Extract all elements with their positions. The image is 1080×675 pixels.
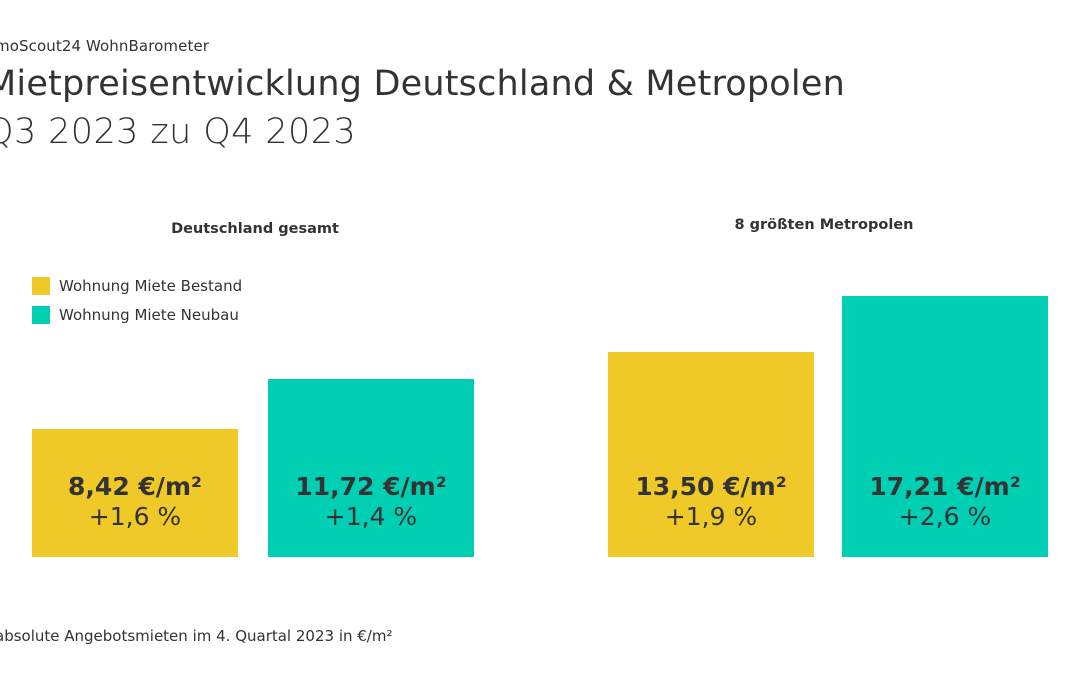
- legend-item-bestand: Wohnung Miete Bestand: [32, 276, 242, 296]
- chart-subtitle: Q3 2023 zu Q4 2023: [0, 112, 357, 152]
- footnote: absolute Angebotsmieten im 4. Quartal 20…: [0, 627, 393, 645]
- bar-value-label: 11,72 €/m²: [295, 472, 447, 501]
- bar-value-label: 8,42 €/m²: [68, 472, 202, 501]
- legend-item-neubau: Wohnung Miete Neubau: [32, 305, 242, 325]
- legend: Wohnung Miete Bestand Wohnung Miete Neub…: [32, 276, 242, 334]
- bar-neubau-1: 17,21 €/m² +2,6 %: [842, 296, 1048, 557]
- group-title-deutschland: Deutschland gesamt: [171, 221, 339, 237]
- bar-change-label: +1,9 %: [664, 502, 758, 531]
- bar-value-label: 17,21 €/m²: [869, 472, 1021, 501]
- bar-value-label: 13,50 €/m²: [635, 472, 787, 501]
- legend-label-bestand: Wohnung Miete Bestand: [59, 277, 243, 295]
- bar-change-label: +2,6 %: [898, 502, 992, 531]
- legend-label-neubau: Wohnung Miete Neubau: [59, 306, 239, 324]
- bar-bestand-0: 8,42 €/m² +1,6 %: [32, 429, 238, 557]
- chart-title: Mietpreisentwicklung Deutschland & Metro…: [0, 64, 845, 104]
- bar-change-label: +1,4 %: [324, 502, 418, 531]
- bar-neubau-0: 11,72 €/m² +1,4 %: [268, 379, 474, 557]
- legend-swatch-neubau: [32, 306, 50, 324]
- bar-bestand-1: 13,50 €/m² +1,9 %: [608, 352, 814, 557]
- bar-change-label: +1,6 %: [88, 502, 182, 531]
- source-label: moScout24 WohnBarometer: [0, 37, 210, 55]
- legend-swatch-bestand: [32, 277, 50, 295]
- group-title-metropolen: 8 größten Metropolen: [734, 217, 914, 233]
